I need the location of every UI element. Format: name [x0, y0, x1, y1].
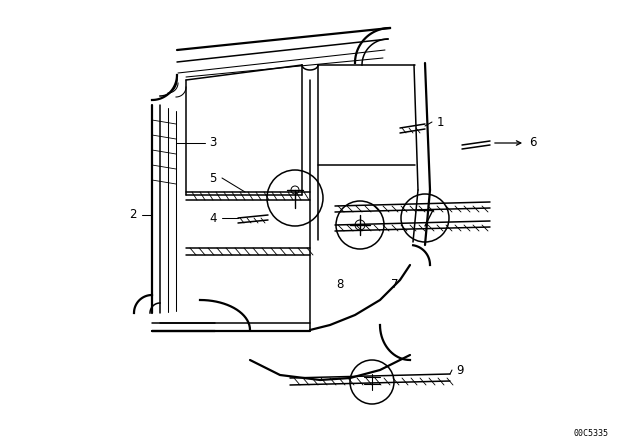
Text: 2: 2: [129, 208, 137, 221]
Text: 6: 6: [529, 137, 537, 150]
Text: 4: 4: [209, 211, 217, 224]
Text: 5: 5: [209, 172, 217, 185]
Text: 3: 3: [209, 137, 217, 150]
Text: 00C5335: 00C5335: [573, 429, 608, 438]
Text: 1: 1: [436, 116, 444, 129]
Text: 9: 9: [456, 363, 464, 376]
Text: 8: 8: [336, 279, 344, 292]
Text: 7: 7: [391, 279, 399, 292]
